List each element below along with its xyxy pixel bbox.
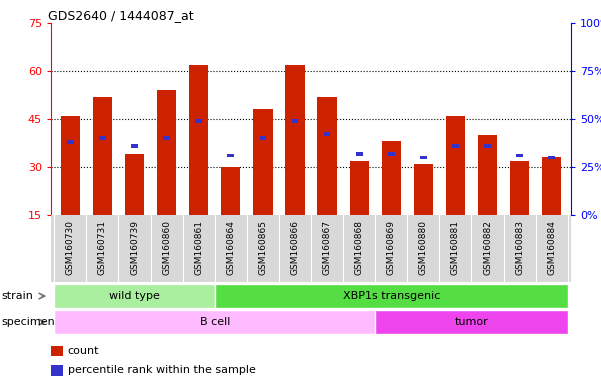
Text: GSM160730: GSM160730 xyxy=(66,220,75,275)
Bar xyxy=(356,152,362,156)
Bar xyxy=(420,156,427,159)
Bar xyxy=(285,65,305,215)
Bar xyxy=(388,152,395,156)
Text: GSM160739: GSM160739 xyxy=(130,220,139,275)
Text: GSM160882: GSM160882 xyxy=(483,220,492,275)
Bar xyxy=(54,284,215,308)
Text: strain: strain xyxy=(1,291,33,301)
Bar xyxy=(542,157,561,215)
Text: specimen: specimen xyxy=(1,317,55,327)
Text: count: count xyxy=(68,346,99,356)
Bar xyxy=(413,164,433,215)
Bar xyxy=(51,365,63,376)
Text: GSM160880: GSM160880 xyxy=(419,220,428,275)
Bar xyxy=(510,161,529,215)
Text: percentile rank within the sample: percentile rank within the sample xyxy=(68,365,255,375)
Bar xyxy=(54,310,375,334)
Text: GSM160867: GSM160867 xyxy=(323,220,332,275)
Bar xyxy=(131,144,138,148)
Text: wild type: wild type xyxy=(109,291,160,301)
Bar xyxy=(125,154,144,215)
Bar xyxy=(260,136,266,140)
Bar xyxy=(324,132,331,136)
Text: GSM160860: GSM160860 xyxy=(162,220,171,275)
Bar xyxy=(99,136,106,140)
Text: GSM160864: GSM160864 xyxy=(227,220,235,275)
Bar xyxy=(51,346,63,356)
Bar xyxy=(157,90,176,215)
Bar xyxy=(195,119,202,123)
Bar xyxy=(253,109,272,215)
Text: GSM160884: GSM160884 xyxy=(547,220,556,275)
Text: GSM160861: GSM160861 xyxy=(194,220,203,275)
Bar xyxy=(163,136,170,140)
Text: GSM160881: GSM160881 xyxy=(451,220,460,275)
Text: GDS2640 / 1444087_at: GDS2640 / 1444087_at xyxy=(49,9,194,22)
Bar xyxy=(375,310,568,334)
Text: GSM160869: GSM160869 xyxy=(387,220,395,275)
Bar xyxy=(382,141,401,215)
Text: B cell: B cell xyxy=(200,317,230,327)
Text: XBP1s transgenic: XBP1s transgenic xyxy=(343,291,440,301)
Bar xyxy=(189,65,209,215)
Bar xyxy=(227,154,234,157)
Bar xyxy=(548,156,555,159)
Text: GSM160883: GSM160883 xyxy=(515,220,524,275)
Text: tumor: tumor xyxy=(454,317,489,327)
Bar xyxy=(516,154,523,157)
Bar xyxy=(215,284,568,308)
Bar xyxy=(93,97,112,215)
Bar xyxy=(446,116,465,215)
Text: GSM160731: GSM160731 xyxy=(98,220,107,275)
Bar xyxy=(67,140,74,144)
Bar xyxy=(484,144,491,148)
Bar xyxy=(221,167,240,215)
Bar xyxy=(452,144,459,148)
Text: GSM160866: GSM160866 xyxy=(290,220,299,275)
Bar xyxy=(61,116,80,215)
Bar xyxy=(317,97,337,215)
Text: GSM160868: GSM160868 xyxy=(355,220,364,275)
Text: GSM160865: GSM160865 xyxy=(258,220,267,275)
Bar xyxy=(350,161,369,215)
Bar xyxy=(291,119,298,123)
Bar xyxy=(478,135,497,215)
